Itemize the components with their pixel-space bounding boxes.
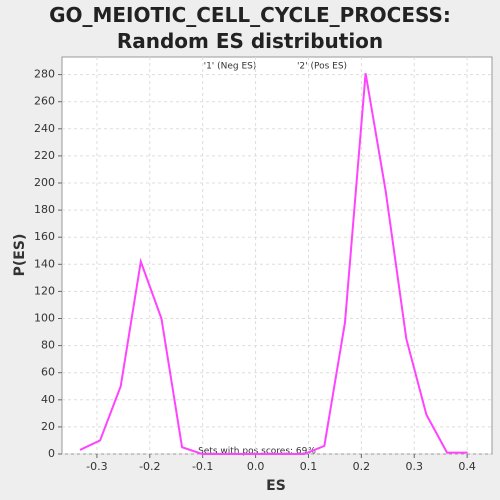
legend-entry: '1' (Neg ES) bbox=[204, 62, 257, 72]
y-tick-label: 140 bbox=[34, 257, 55, 270]
y-tick-label: 200 bbox=[34, 176, 55, 189]
y-axis-label: P(ES) bbox=[12, 234, 28, 277]
y-tick-label: 100 bbox=[34, 312, 55, 325]
x-tick-label: 0.4 bbox=[458, 460, 476, 473]
x-tick-label: 0.3 bbox=[406, 460, 424, 473]
x-tick-label: 0.0 bbox=[247, 460, 265, 473]
y-tick-label: 240 bbox=[34, 122, 55, 135]
y-tick-label: 60 bbox=[41, 366, 55, 379]
x-tick-label: 0.1 bbox=[300, 460, 318, 473]
y-tick-label: 220 bbox=[34, 149, 55, 162]
annotation: Sets with pos scores: 69% bbox=[198, 447, 316, 457]
y-tick-label: 180 bbox=[34, 203, 55, 216]
y-tick-label: 40 bbox=[41, 393, 55, 406]
y-tick-label: 20 bbox=[41, 420, 55, 433]
x-tick-label: -0.2 bbox=[139, 460, 160, 473]
y-tick-label: 280 bbox=[34, 68, 55, 81]
y-tick-label: 160 bbox=[34, 230, 55, 243]
y-tick-label: 0 bbox=[48, 447, 55, 460]
line bbox=[79, 73, 468, 455]
y-tick-label: 120 bbox=[34, 284, 55, 297]
y-tick-label: 80 bbox=[41, 339, 55, 352]
legend-entry: '2' (Pos ES) bbox=[297, 62, 347, 72]
x-axis-label: ES bbox=[266, 478, 286, 494]
chart-title: GO_MEIOTIC_CELL_CYCLE_PROCESS: Random ES… bbox=[49, 3, 451, 53]
x-tick-label: -0.1 bbox=[192, 460, 213, 473]
x-tick-label: -0.3 bbox=[86, 460, 107, 473]
plot-area bbox=[61, 56, 493, 455]
x-tick-label: 0.2 bbox=[353, 460, 371, 473]
y-tick-label: 260 bbox=[34, 95, 55, 108]
